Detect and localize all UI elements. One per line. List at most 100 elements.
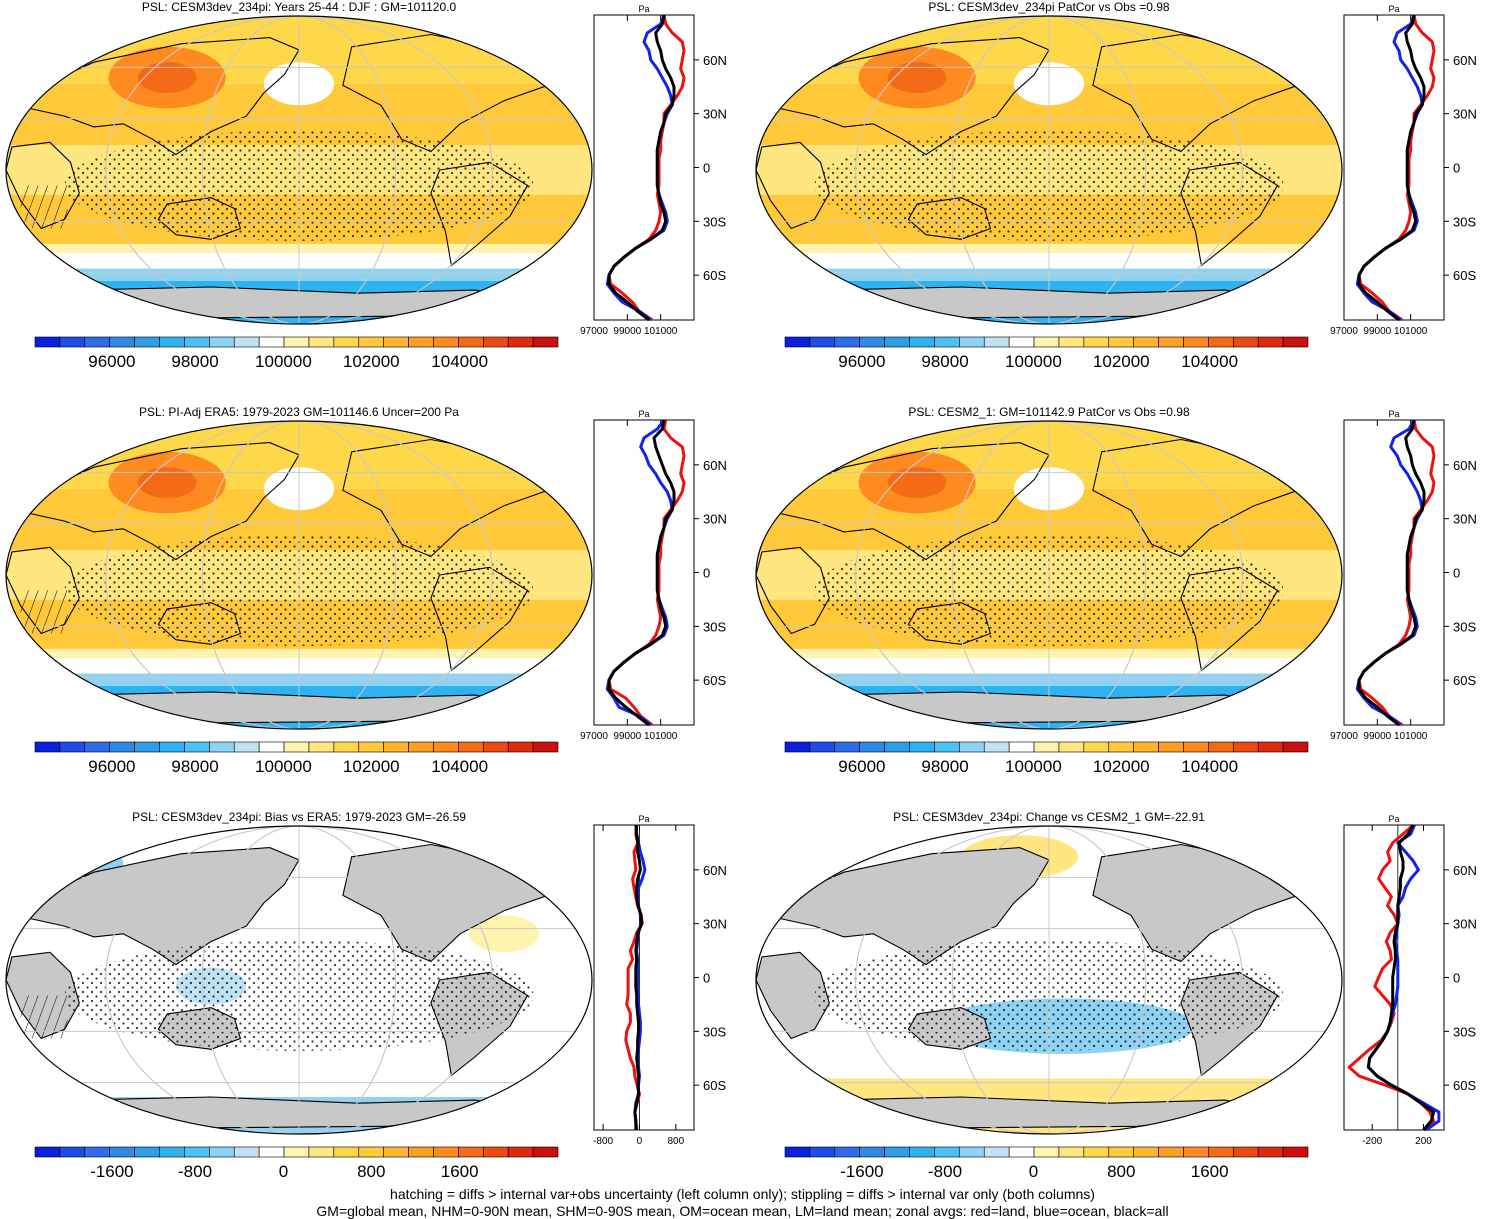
meridian <box>201 16 397 324</box>
colorbar-label: 800 <box>357 1162 385 1181</box>
colorbar-label: 104000 <box>431 352 488 371</box>
colorbar-swatch <box>1083 1146 1110 1158</box>
profile-series-all <box>633 825 644 1131</box>
map-border <box>5 825 593 1135</box>
colorbar-swatch <box>233 741 260 753</box>
colorbar: 96000 98000 100000 102000 104000 <box>784 336 1309 371</box>
colorbar-swatch <box>308 336 335 348</box>
colorbar-swatch <box>884 741 910 753</box>
lat-label: 30N <box>703 107 727 122</box>
colorbar-swatch <box>934 1146 960 1158</box>
colorbar-label: 96000 <box>838 352 885 371</box>
panel-cesm3-patcor: PSL: CESM3dev_234pi PatCor vs Obs =0.98 9… <box>755 0 1477 371</box>
panel-title: PSL: CESM2_1: GM=101142.9 PatCor vs Obs … <box>908 405 1190 419</box>
colorbar-swatch <box>1008 741 1035 753</box>
profile-series-all <box>1357 419 1426 727</box>
lat-label: 60N <box>703 458 727 473</box>
colorbar-swatch <box>383 336 409 348</box>
colorbar-swatch <box>134 1146 160 1158</box>
colorbar-swatch <box>134 336 160 348</box>
panel-title: PSL: CESM3dev_234pi: Change vs CESM2_1 G… <box>893 810 1205 824</box>
map-border <box>5 420 593 730</box>
caption-line-2: GM=global mean, NHM=0-90N mean, SHM=0-90… <box>316 1203 1169 1219</box>
siberian-high-core <box>137 62 197 93</box>
caption-line-1: hatching = diffs > internal var+obs unce… <box>390 1186 1095 1202</box>
x-tick-label: 99000 <box>613 731 641 742</box>
colorbar-swatch <box>358 741 384 753</box>
colorbar-swatch <box>184 1146 210 1158</box>
colorbar-swatch <box>84 1146 111 1158</box>
colorbar-label: 104000 <box>1181 757 1238 776</box>
colorbar-swatch <box>84 336 111 348</box>
colorbar-swatch <box>408 336 434 348</box>
colorbar-label: 100000 <box>255 757 312 776</box>
map-border <box>755 15 1343 325</box>
lat-label: 60S <box>703 1078 726 1093</box>
colorbar-swatch <box>532 336 559 348</box>
lat-label: 60S <box>1453 268 1476 283</box>
colorbar-swatch <box>983 336 1010 348</box>
colorbar-swatch <box>1058 741 1085 753</box>
colorbar-label: 104000 <box>1181 352 1238 371</box>
profile-unit: Pa <box>1388 4 1399 14</box>
colorbar-swatch <box>859 741 885 753</box>
colorbar-swatch <box>1208 336 1234 348</box>
colorbar-swatch <box>1257 1146 1284 1158</box>
colorbar-swatch <box>1158 741 1184 753</box>
colorbar-label: 104000 <box>431 757 488 776</box>
lat-label: 0 <box>703 161 710 176</box>
colorbar-swatch <box>1083 336 1110 348</box>
meridian <box>105 16 493 324</box>
coast-africa <box>756 546 830 635</box>
colorbar-swatch <box>507 1146 534 1158</box>
colorbar-swatch <box>507 336 534 348</box>
meridian <box>201 826 397 1134</box>
profile-series-all <box>607 419 676 727</box>
colorbar: 96000 98000 100000 102000 104000 <box>784 741 1309 776</box>
colorbar-swatch <box>1008 1146 1035 1158</box>
colorbar-swatch <box>784 1146 811 1158</box>
x-tick-label: 800 <box>667 1136 684 1147</box>
colorbar-swatch <box>209 336 235 348</box>
meridian <box>201 421 397 729</box>
colorbar-swatch <box>809 1146 836 1158</box>
colorbar-swatch <box>884 336 910 348</box>
x-tick-label: 97000 <box>1330 326 1358 337</box>
colorbar: 96000 98000 100000 102000 104000 <box>34 741 559 776</box>
colorbar-swatch <box>84 741 111 753</box>
meridian <box>105 826 493 1134</box>
colorbar-label: 98000 <box>171 352 218 371</box>
colorbar-swatch <box>1108 741 1134 753</box>
colorbar: -1600 -800 0 800 1600 <box>784 1146 1309 1181</box>
colorbar-swatch <box>433 1146 459 1158</box>
colorbar-swatch <box>859 336 885 348</box>
colorbar-swatch <box>1282 1146 1309 1158</box>
colorbar-swatch <box>383 1146 409 1158</box>
lat-label: 30N <box>1453 917 1477 932</box>
x-tick-label: 101000 <box>644 731 678 742</box>
colorbar-swatch <box>1108 1146 1134 1158</box>
colorbar-swatch <box>482 336 509 348</box>
lat-label: 30N <box>703 917 727 932</box>
colorbar-label: -800 <box>178 1162 212 1181</box>
x-tick-label: 101000 <box>1394 326 1428 337</box>
colorbar-label: 102000 <box>343 352 400 371</box>
meridian <box>105 421 493 729</box>
profile-unit: Pa <box>1388 814 1399 824</box>
colorbar-swatch <box>184 741 210 753</box>
colorbar-label: -800 <box>928 1162 962 1181</box>
meridian <box>855 16 1243 324</box>
graticule <box>756 826 1342 1134</box>
colorbar-swatch <box>834 336 861 348</box>
colorbar-swatch <box>909 1146 935 1158</box>
colorbar-swatch <box>383 741 409 753</box>
graticule <box>6 826 592 1134</box>
colorbar-swatch <box>1183 741 1209 753</box>
zonal-profile: Pa 60N 30N 0 30S 60S 97000 99000 101000 <box>580 4 727 337</box>
colorbar-swatch <box>934 741 960 753</box>
colorbar-label: 96000 <box>838 757 885 776</box>
colorbar-label: 102000 <box>1093 757 1150 776</box>
lat-label: 60N <box>1453 53 1477 68</box>
zonal-profile: Pa 60N 30N 0 30S 60S 97000 99000 101000 <box>1330 409 1477 742</box>
lat-label: 0 <box>1453 566 1460 581</box>
